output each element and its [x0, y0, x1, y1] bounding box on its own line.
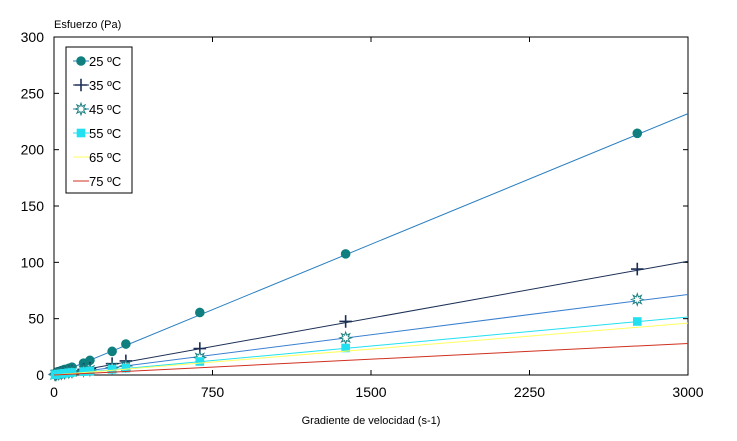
- data-point: [339, 315, 352, 328]
- y-axis: 0 50 100 150 200 250 300: [21, 29, 688, 383]
- y-tick-label: 300: [21, 29, 45, 45]
- legend-item: 25 ºC: [73, 54, 121, 69]
- y-tick-label: 50: [28, 311, 44, 327]
- x-tick-label: 750: [201, 384, 225, 400]
- legend-label: 45 ºC: [89, 102, 121, 117]
- trend-line: [53, 342, 689, 376]
- data-point: [76, 128, 86, 138]
- plot-frame: [53, 36, 689, 376]
- legend: 25 ºC 35 ºC 45 ºC 55 ºC 65 ºC 75 ºC: [65, 46, 133, 194]
- data-point: [79, 367, 88, 376]
- data-point: [195, 307, 205, 318]
- plot-area: [47, 113, 689, 383]
- data-point: [632, 128, 643, 139]
- x-tick-label: 1500: [355, 384, 386, 400]
- data-point: [121, 363, 131, 373]
- legend-box: [65, 46, 133, 194]
- data-point: [338, 330, 354, 346]
- trend-line: [53, 113, 689, 376]
- y-axis-title: Esfuerzo (Pa): [54, 19, 121, 31]
- data-point: [74, 78, 88, 92]
- trend-line: [53, 293, 689, 376]
- legend-item: 75 ºC: [73, 174, 121, 189]
- legend-label: 25 ºC: [89, 54, 121, 69]
- y-tick-label: 100: [21, 254, 45, 270]
- trend-line: [53, 316, 689, 376]
- legend-label: 65 ºC: [89, 150, 121, 165]
- legend-label: 35 ºC: [89, 78, 121, 93]
- data-point: [195, 357, 205, 366]
- y-tick-label: 150: [21, 198, 45, 214]
- y-tick-label: 250: [21, 85, 45, 101]
- legend-item: 65 ºC: [73, 150, 121, 165]
- data-point: [67, 368, 77, 377]
- legend-item: 55 ºC: [73, 126, 121, 141]
- data-point: [76, 56, 86, 66]
- data-point: [340, 249, 351, 259]
- legend-label: 75 ºC: [89, 174, 121, 189]
- x-tick-label: 0: [50, 384, 58, 400]
- data-point: [85, 366, 95, 376]
- series-5: [53, 342, 689, 376]
- data-point: [632, 317, 642, 326]
- x-tick-label: 3000: [672, 384, 703, 400]
- data-point: [121, 339, 131, 349]
- series-4: [53, 322, 689, 376]
- data-point: [629, 292, 645, 307]
- legend-item: 45 ºC: [73, 101, 121, 117]
- series-1: [48, 260, 689, 381]
- trend-line: [53, 322, 689, 376]
- legend-label: 55 ºC: [89, 126, 121, 141]
- data-point: [341, 343, 350, 353]
- y-tick-label: 200: [21, 142, 45, 158]
- data-point: [107, 365, 117, 374]
- legend-item: 35 ºC: [73, 78, 121, 93]
- data-point: [73, 101, 89, 117]
- x-tick-label: 2250: [514, 384, 545, 400]
- trend-line: [53, 260, 689, 376]
- data-point: [107, 346, 117, 357]
- series-0: [50, 113, 689, 379]
- x-axis-title: Gradiente de velocidad (s-1): [302, 415, 441, 427]
- y-tick-label: 0: [36, 367, 44, 383]
- data-point: [630, 262, 644, 276]
- x-axis: 0 750 1500 2250 3000: [50, 37, 704, 400]
